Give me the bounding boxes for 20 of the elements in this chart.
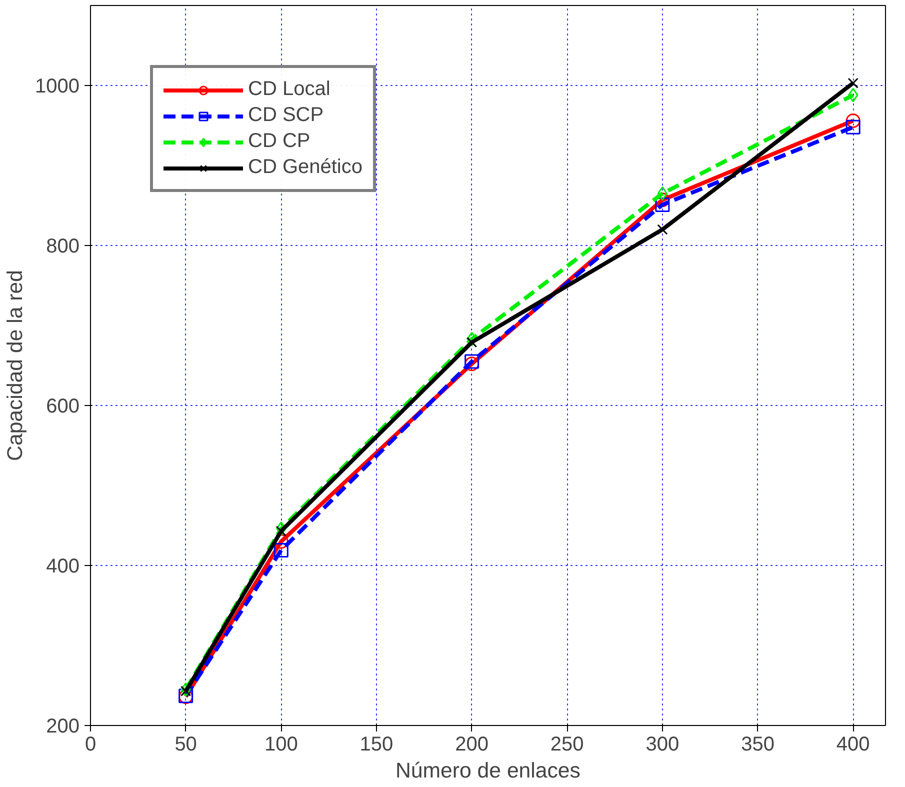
y-tick-label: 800 (46, 236, 80, 258)
x-axis-title: Número de enlaces (396, 758, 580, 782)
x-tick-label: 150 (360, 734, 394, 756)
y-tick-label: 1000 (35, 76, 80, 98)
x-tick-label: 50 (174, 734, 197, 756)
x-tick-label: 350 (741, 734, 774, 756)
x-tick-label: 100 (264, 734, 298, 756)
y-tick-label: 600 (46, 396, 80, 418)
x-tick-label: 250 (550, 734, 584, 756)
y-tick-label: 200 (46, 716, 80, 738)
x-tick-label: 0 (84, 734, 96, 756)
legend-label: CD Genético (248, 156, 362, 179)
x-tick-label: 400 (836, 734, 870, 756)
legend-label: CD Local (248, 78, 330, 101)
x-tick-label: 300 (646, 734, 680, 756)
x-tick-label: 200 (455, 734, 488, 756)
legend-label: CD SCP (248, 104, 324, 127)
y-axis-title: Capacidad de la red (3, 270, 28, 461)
y-tick-label: 400 (46, 556, 80, 578)
legend-label: CD CP (248, 130, 310, 153)
